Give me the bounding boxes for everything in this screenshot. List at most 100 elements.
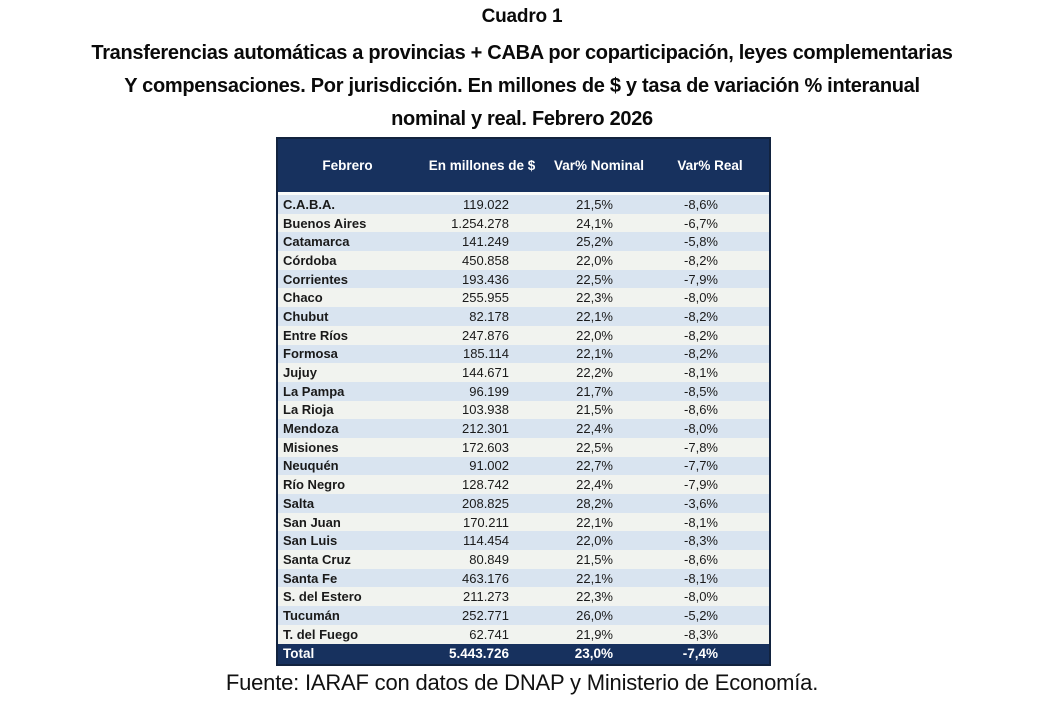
table-title: Transferencias automáticas a provincias … — [0, 37, 1044, 136]
jurisdiction-cell: C.A.B.A. — [283, 196, 335, 212]
var-nominal-cell: 22,7% — [576, 458, 613, 474]
var-real-cell: -8,3% — [684, 533, 718, 549]
millones-cell: 96.199 — [469, 383, 509, 399]
header-febrero: Febrero — [322, 158, 373, 173]
var-nominal-cell: 22,0% — [576, 327, 613, 343]
jurisdiction-cell: S. del Estero — [283, 589, 362, 605]
millones-cell: 141.249 — [462, 234, 509, 250]
var-real-cell: -8,2% — [684, 346, 718, 362]
var-real-cell: -5,8% — [684, 234, 718, 250]
var-real-cell: -8,2% — [684, 252, 718, 268]
millones-cell: 82.178 — [469, 308, 509, 324]
table-row: Santa Fe 463.176 22,1% -8,1% — [278, 568, 769, 588]
var-real-cell: -8,6% — [684, 551, 718, 567]
var-nominal-cell: 21,5% — [576, 551, 613, 567]
var-nominal-cell: 21,5% — [576, 196, 613, 212]
var-nominal-cell: 22,0% — [576, 252, 613, 268]
table-row: Chubut 82.178 22,1% -8,2% — [278, 307, 769, 326]
source-note: Fuente: IARAF con datos de DNAP y Minist… — [225, 670, 819, 695]
header-millones: En millones de $ — [428, 158, 536, 173]
table-title-line-4: nominal y real. Febrero 2026 — [391, 108, 653, 130]
total-label-cell: Total — [283, 646, 315, 661]
table-row: Mendoza 212.301 22,4% -8,0% — [278, 419, 769, 438]
var-real-cell: -8,1% — [684, 514, 718, 530]
var-real-cell: -7,8% — [684, 439, 718, 455]
var-nominal-cell: 22,1% — [576, 308, 613, 324]
var-nominal-cell: 22,4% — [576, 421, 613, 437]
var-real-cell: -8,1% — [684, 365, 718, 381]
millones-cell: 128.742 — [462, 477, 509, 493]
header-separator — [278, 192, 769, 195]
var-nominal-cell: 22,2% — [576, 365, 613, 381]
jurisdiction-cell: Santa Fe — [283, 570, 338, 586]
millones-cell: 170.211 — [462, 514, 509, 530]
millones-cell: 252.771 — [462, 607, 509, 623]
table-total-row: Total 5.443.726 23,0% -7,4% — [278, 643, 769, 664]
table-row: San Luis 114.454 22,0% -8,3% — [278, 531, 769, 551]
millones-cell: 212.301 — [462, 421, 509, 437]
jurisdiction-cell: La Rioja — [283, 402, 334, 418]
title-block: Cuadro 1 Transferencias automáticas a pr… — [0, 6, 1044, 136]
var-nominal-cell: 22,3% — [576, 589, 613, 605]
total-millones-cell: 5.443.726 — [448, 646, 509, 661]
jurisdiction-cell: Entre Ríos — [283, 327, 349, 343]
jurisdiction-cell: Salta — [283, 495, 315, 511]
var-real-cell: -7,7% — [684, 458, 718, 474]
jurisdiction-cell: Chubut — [283, 308, 329, 324]
millones-cell: 172.603 — [462, 439, 509, 455]
millones-cell: 193.436 — [462, 271, 509, 287]
var-real-cell: -8,2% — [684, 327, 718, 343]
millones-cell: 103.938 — [462, 402, 509, 418]
var-nominal-cell: 25,2% — [576, 234, 613, 250]
table-title-line-2: Transferencias automáticas a provincias … — [91, 42, 953, 64]
var-nominal-cell: 24,1% — [576, 215, 613, 231]
jurisdiction-cell: Misiones — [283, 439, 339, 455]
header-var-real: Var% Real — [677, 158, 743, 173]
table-row: Corrientes 193.436 22,5% -7,9% — [278, 269, 769, 289]
jurisdiction-cell: Catamarca — [283, 234, 350, 250]
var-real-cell: -6,7% — [684, 215, 718, 231]
millones-cell: 80.849 — [469, 551, 509, 567]
var-nominal-cell: 21,9% — [576, 626, 613, 642]
jurisdiction-cell: Jujuy — [283, 365, 317, 381]
millones-cell: 62.741 — [469, 626, 509, 642]
table-row: Salta 208.825 28,2% -3,6% — [278, 494, 769, 513]
millones-cell: 185.114 — [462, 346, 509, 362]
millones-cell: 463.176 — [462, 570, 509, 586]
var-nominal-cell: 22,5% — [576, 439, 613, 455]
jurisdiction-cell: Santa Cruz — [283, 551, 351, 567]
table-row: Misiones 172.603 22,5% -7,8% — [278, 437, 769, 457]
var-nominal-cell: 22,3% — [576, 290, 613, 306]
var-nominal-cell: 21,5% — [576, 402, 613, 418]
var-real-cell: -8,6% — [684, 402, 718, 418]
jurisdiction-cell: San Luis — [283, 533, 338, 549]
millones-cell: 255.955 — [462, 290, 509, 306]
jurisdiction-cell: La Pampa — [283, 383, 345, 399]
header-var-nominal: Var% Nominal — [553, 158, 645, 173]
millones-cell: 91.002 — [469, 458, 509, 474]
var-real-cell: -7,9% — [684, 477, 718, 493]
var-real-cell: -3,6% — [684, 495, 718, 511]
total-var-nominal-cell: 23,0% — [574, 646, 613, 661]
var-real-cell: -7,9% — [684, 271, 718, 287]
jurisdiction-cell: Corrientes — [283, 271, 349, 287]
table-row: T. del Fuego 62.741 21,9% -8,3% — [278, 624, 769, 644]
table-body: C.A.B.A. 119.022 21,5% -8,6% Buenos Aire… — [278, 195, 769, 644]
total-var-real-cell: -7,4% — [682, 646, 718, 661]
table-row: Entre Ríos 247.876 22,0% -8,2% — [278, 325, 769, 345]
jurisdiction-cell: Chaco — [283, 290, 323, 306]
table-title-line-3: Y compensaciones. Por jurisdicción. En m… — [124, 75, 920, 97]
millones-cell: 1.254.278 — [451, 215, 509, 231]
table-row: Catamarca 141.249 25,2% -5,8% — [278, 232, 769, 252]
var-real-cell: -8,1% — [684, 570, 718, 586]
var-nominal-cell: 28,2% — [576, 495, 613, 511]
table-row: Formosa 185.114 22,1% -8,2% — [278, 344, 769, 364]
millones-cell: 450.858 — [462, 252, 509, 268]
var-real-cell: -8,5% — [684, 383, 718, 399]
table-row: La Rioja 103.938 21,5% -8,6% — [278, 400, 769, 420]
var-nominal-cell: 22,5% — [576, 271, 613, 287]
jurisdiction-cell: Buenos Aires — [283, 215, 367, 231]
var-nominal-cell: 22,1% — [576, 346, 613, 362]
table-row: Jujuy 144.671 22,2% -8,1% — [278, 363, 769, 382]
